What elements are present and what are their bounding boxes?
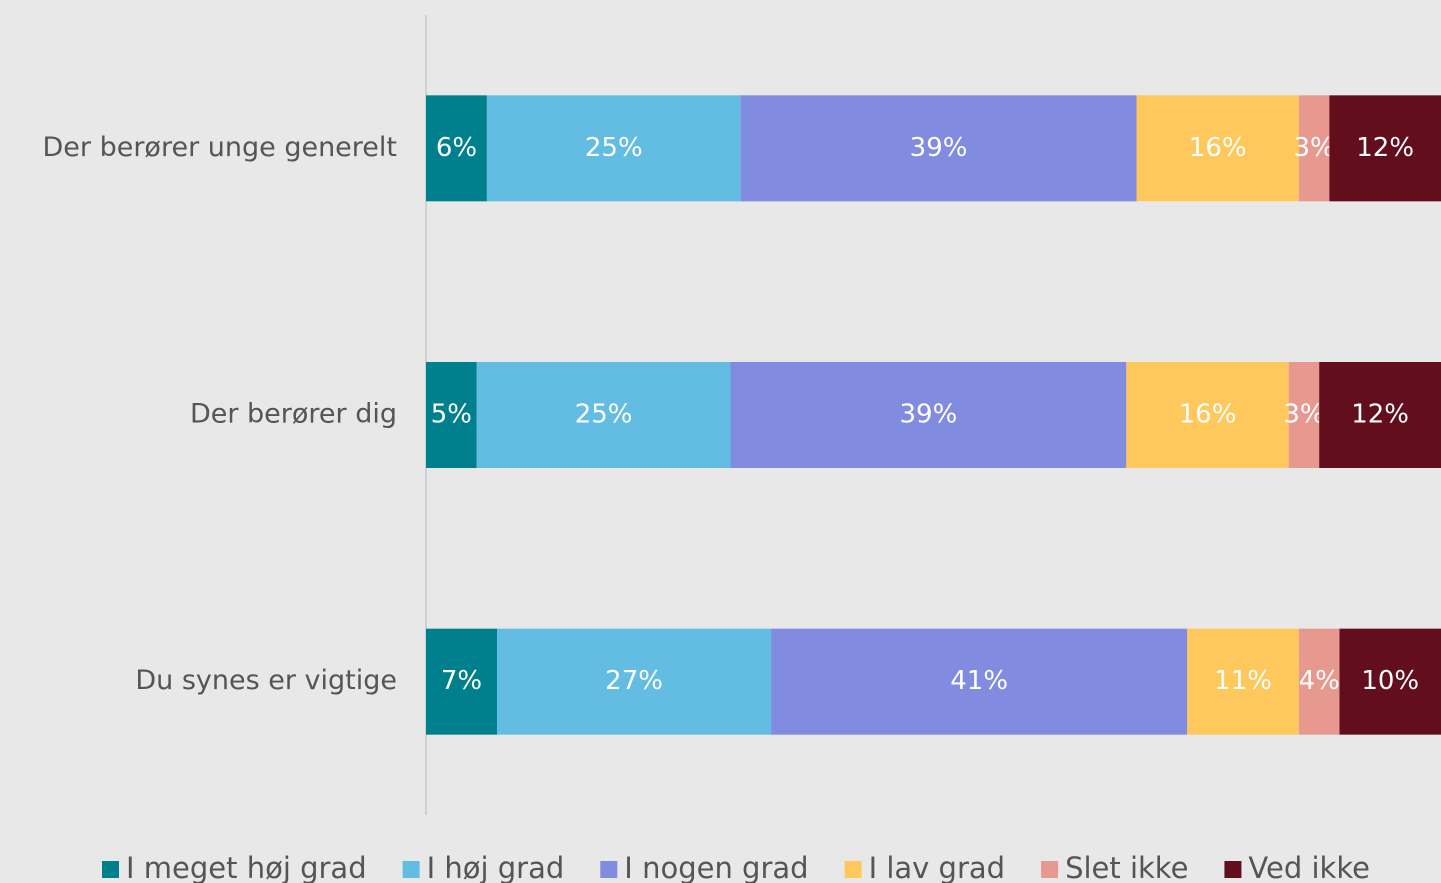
bar-segment: [497, 628, 772, 735]
bar-segment: [1339, 628, 1441, 735]
value-label: 39%: [900, 400, 958, 430]
legend-swatch: [402, 861, 420, 878]
legend-label: Ved ikke: [1248, 851, 1370, 883]
legend-swatch: [600, 861, 618, 878]
bar-segment: [486, 95, 741, 202]
bar-segment: [1319, 362, 1441, 468]
bar-segment: [740, 95, 1137, 202]
legend-label: I meget høj grad: [126, 851, 367, 883]
legend-label: I lav grad: [869, 851, 1006, 883]
value-label: 3%: [1283, 400, 1324, 430]
value-label: 6%: [436, 133, 477, 163]
legend-swatch: [844, 861, 862, 878]
bar-segment: [1329, 95, 1441, 202]
bar-segment: [1288, 362, 1320, 468]
legend-label: I høj grad: [427, 851, 565, 883]
bar-segment: [771, 628, 1188, 735]
bar-segment: [476, 362, 731, 468]
legend-swatch: [102, 861, 119, 878]
value-label: 16%: [1179, 400, 1237, 430]
bar-segment: [1136, 95, 1299, 202]
value-label: 11%: [1214, 666, 1272, 696]
bar-segment: [426, 362, 477, 468]
value-label: 41%: [950, 666, 1008, 696]
bar-segment: [1298, 95, 1330, 202]
y-tick-label: Du synes er vigtige: [135, 665, 397, 696]
legend-label: I nogen grad: [624, 851, 808, 883]
value-label: 4%: [1299, 666, 1340, 696]
value-label: 5%: [431, 400, 472, 430]
value-label: 25%: [575, 400, 633, 430]
value-label: 12%: [1351, 400, 1409, 430]
y-tick-label: Der berører unge generelt: [43, 132, 398, 163]
bar-segment: [1298, 628, 1340, 735]
legend-label: Slet ikke: [1065, 851, 1188, 883]
bar-segment: [730, 362, 1127, 468]
value-label: 12%: [1356, 133, 1414, 163]
value-label: 7%: [441, 666, 482, 696]
legend-swatch: [1041, 861, 1059, 878]
value-label: 10%: [1361, 666, 1419, 696]
bar-segment: [426, 628, 498, 735]
bar-segment: [1187, 628, 1299, 735]
bar-segment: [426, 95, 487, 202]
value-label: 16%: [1189, 133, 1247, 163]
value-label: 3%: [1294, 133, 1335, 163]
bar-segment: [1126, 362, 1289, 468]
value-label: 39%: [910, 133, 968, 163]
legend-swatch: [1224, 861, 1242, 878]
y-tick-label: Der berører dig: [190, 399, 397, 430]
value-label: 25%: [585, 133, 643, 163]
value-label: 27%: [605, 666, 663, 696]
